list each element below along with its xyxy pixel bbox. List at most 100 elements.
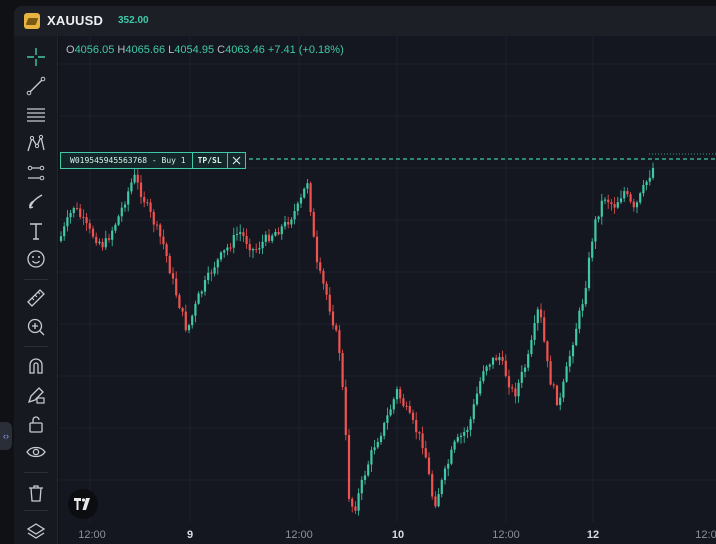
candle: [495, 354, 498, 362]
candle: [571, 342, 575, 364]
close-position-button[interactable]: [228, 153, 245, 168]
remove-drawings-tool[interactable]: [24, 481, 48, 505]
candle: [552, 382, 555, 389]
candle: [120, 201, 123, 222]
candle: [107, 233, 111, 243]
candle: [418, 431, 421, 441]
lock-all-tool[interactable]: [24, 412, 48, 436]
trend-line-tool[interactable]: [24, 74, 48, 98]
panel-toggle-handle[interactable]: ‹›: [0, 422, 12, 450]
candle: [232, 227, 235, 254]
candle: [373, 439, 376, 455]
position-order-tag[interactable]: W019545945563768 - Buy 1 TP/SL: [60, 152, 246, 169]
chart-pane[interactable]: [59, 36, 716, 544]
candle: [191, 314, 194, 329]
candle: [511, 384, 514, 393]
candle: [498, 352, 501, 365]
position-entry-line[interactable]: [242, 153, 716, 160]
candle: [277, 227, 280, 236]
candle: [479, 377, 482, 397]
candle: [603, 197, 607, 205]
projection-tool[interactable]: [24, 161, 48, 185]
candle: [335, 322, 338, 333]
lock-drawing-icon: [27, 387, 45, 404]
crosshair-tool[interactable]: [24, 45, 48, 69]
candle: [312, 208, 315, 238]
candle: [344, 379, 347, 441]
x-axis-label: 9: [186, 529, 194, 541]
candle: [392, 397, 395, 414]
projection-icon: [27, 165, 45, 181]
x-axis-label: 10: [391, 529, 405, 541]
eye-icon: [26, 446, 46, 458]
expand-icon: ‹›: [3, 431, 9, 441]
candle: [123, 201, 127, 212]
candle: [386, 407, 389, 430]
text-tool[interactable]: [24, 219, 48, 243]
candle: [59, 231, 63, 243]
candle: [562, 378, 565, 402]
toolbar-divider: [24, 279, 48, 280]
candle: [101, 238, 104, 251]
candle: [527, 349, 530, 372]
trash-icon: [29, 485, 43, 502]
ruler-tool[interactable]: [24, 286, 48, 310]
candle: [178, 293, 181, 310]
pattern-tool[interactable]: [24, 132, 48, 156]
candle: [408, 400, 411, 415]
candle: [517, 379, 520, 403]
candle: [258, 241, 261, 254]
tpsl-button[interactable]: TP/SL: [193, 153, 228, 168]
candle: [347, 429, 351, 502]
candle: [459, 432, 463, 444]
candle: [453, 439, 456, 453]
magnet-tool[interactable]: [24, 354, 48, 378]
order-label[interactable]: W019545945563768 - Buy 1: [61, 153, 193, 168]
object-tree-tool[interactable]: [24, 520, 48, 544]
candle: [427, 452, 431, 476]
candle: [271, 233, 274, 244]
emoji-tool[interactable]: [24, 247, 48, 271]
candle: [283, 215, 287, 230]
brush-tool[interactable]: [24, 190, 48, 214]
text-icon: [30, 223, 42, 240]
fib-tool[interactable]: [24, 103, 48, 127]
high-value: 4065.66: [125, 44, 166, 56]
candle: [629, 192, 632, 204]
candle: [187, 323, 191, 334]
candle: [149, 198, 152, 218]
candle: [146, 199, 149, 207]
candle: [383, 421, 386, 440]
open-value: 4056.05: [74, 44, 115, 56]
candle: [559, 392, 562, 411]
candle: [626, 187, 629, 198]
candle: [133, 168, 136, 185]
hide-drawings-tool[interactable]: [24, 440, 48, 464]
candle: [75, 202, 79, 211]
zoom-in-tool[interactable]: [24, 315, 48, 339]
stay-in-drawing-tool[interactable]: [24, 383, 48, 407]
candle: [616, 197, 619, 209]
candle: [549, 355, 552, 386]
symbol-name[interactable]: XAUUSD: [47, 13, 104, 28]
candle: [104, 230, 107, 250]
candle: [136, 168, 139, 190]
tradingview-logo-icon: [74, 498, 90, 510]
x-axis-label: 12:00: [492, 529, 520, 541]
candle: [168, 253, 171, 275]
candle: [485, 364, 488, 376]
x-axis-label: 12:00: [285, 529, 313, 541]
candle: [607, 194, 610, 209]
candle: [469, 416, 472, 437]
candle: [165, 242, 168, 263]
candle: [351, 496, 354, 513]
candle: [463, 427, 466, 444]
candle: [389, 404, 392, 417]
tradingview-logo[interactable]: [68, 489, 98, 519]
candlestick-chart[interactable]: [59, 36, 716, 544]
candle: [360, 476, 363, 501]
change-value: +7.41 (+0.18%): [267, 44, 344, 56]
magnet-icon: [29, 358, 43, 374]
candle: [223, 249, 226, 258]
